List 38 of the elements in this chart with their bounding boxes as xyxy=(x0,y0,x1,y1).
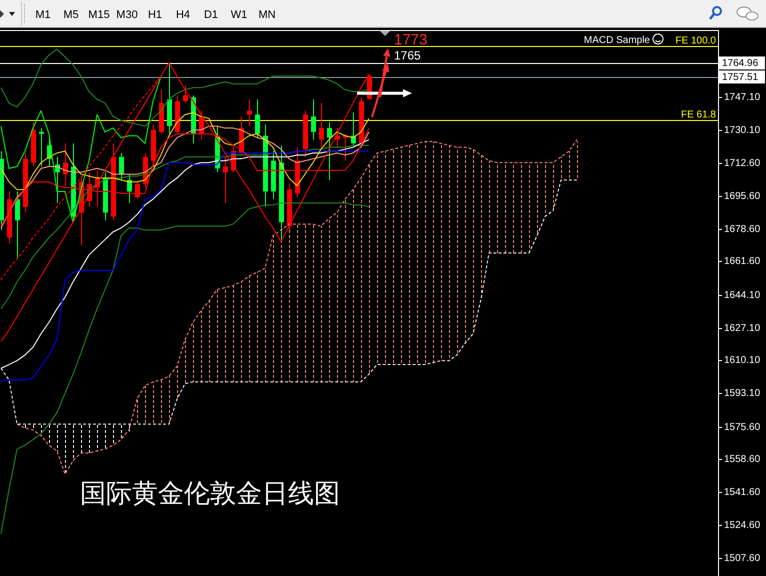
line-series xyxy=(0,202,370,534)
text: D1 xyxy=(204,9,218,21)
ref-line-label: FE 100.0 xyxy=(675,36,716,46)
y-tick-label: 1507.60 xyxy=(724,553,761,564)
line-series xyxy=(0,179,578,425)
y-tick-label: 1610.10 xyxy=(724,355,761,366)
y-tick-label: 1558.60 xyxy=(724,454,761,465)
text: MN xyxy=(258,9,276,21)
ref-line-label: 1757.51 xyxy=(722,72,759,83)
y-tick-label: 1524.60 xyxy=(724,520,761,531)
y-tick-label: 1661.60 xyxy=(724,256,761,267)
y-tick-label: 1730.10 xyxy=(724,125,761,136)
line-series xyxy=(0,144,370,310)
text: 国际黄金伦敦金日线图 xyxy=(80,479,340,509)
annotation: 1765 xyxy=(394,48,422,63)
text: W1 xyxy=(230,9,248,21)
y-tick-label: 1593.10 xyxy=(724,388,761,399)
text: M30 xyxy=(116,9,138,21)
y-tick-label: 1678.60 xyxy=(724,224,761,235)
y-tick-label: 1712.60 xyxy=(724,158,761,169)
text: M1 xyxy=(35,9,51,21)
annotation: 1773 xyxy=(394,31,428,48)
ref-line-label: 1764.96 xyxy=(722,58,759,69)
text: M15 xyxy=(88,9,110,21)
text: H1 xyxy=(148,9,162,21)
text: MACD Sample xyxy=(584,35,650,46)
y-tick-label: 1575.60 xyxy=(724,422,761,433)
y-tick-label: 1541.60 xyxy=(724,487,761,498)
text: H4 xyxy=(176,9,190,21)
line-series xyxy=(0,112,370,190)
y-tick-label: 1627.10 xyxy=(724,323,761,334)
line-series xyxy=(16,139,578,475)
y-tick-label: 1747.10 xyxy=(724,92,761,103)
y-tick-label: 1644.10 xyxy=(724,290,761,301)
text: M5 xyxy=(63,9,79,21)
y-tick-label: 1695.60 xyxy=(724,191,761,202)
line-series xyxy=(0,76,162,223)
ref-line-label: FE 61.8 xyxy=(680,110,716,120)
